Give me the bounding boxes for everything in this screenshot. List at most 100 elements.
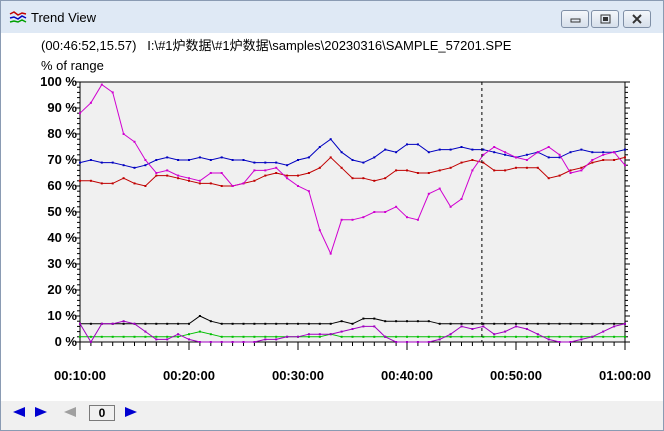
series-point-4 <box>362 335 365 338</box>
series-point-1 <box>155 174 158 177</box>
series-point-3 <box>602 322 605 325</box>
series-point-0 <box>264 161 267 164</box>
close-button[interactable] <box>623 10 651 28</box>
x-tick-label: 01:00:00 <box>598 368 652 383</box>
series-point-1 <box>133 182 136 185</box>
arrow-left-disabled-icon <box>64 407 76 417</box>
y-tick-label: 50 % <box>47 204 77 219</box>
series-point-2 <box>133 140 136 143</box>
series-point-3 <box>155 322 158 325</box>
trend-chart[interactable] <box>1 1 664 401</box>
restore-button[interactable] <box>591 10 619 28</box>
sample-counter[interactable]: 0 <box>89 405 115 421</box>
series-point-1 <box>613 159 616 161</box>
series-point-2 <box>318 229 321 232</box>
series-point-2 <box>482 153 485 156</box>
series-point-4 <box>209 333 212 336</box>
series-point-4 <box>220 335 223 338</box>
series-point-2 <box>569 172 572 174</box>
series-point-4 <box>122 335 125 338</box>
series-point-4 <box>427 335 430 338</box>
window-title: Trend View <box>31 10 97 25</box>
series-point-5 <box>569 341 572 343</box>
arrow-right-icon[interactable] <box>34 406 48 418</box>
arrow-left-icon[interactable] <box>12 406 26 418</box>
series-point-0 <box>297 159 299 161</box>
series-point-4 <box>558 335 561 338</box>
series-point-0 <box>406 143 408 146</box>
series-point-4 <box>449 335 452 338</box>
series-point-3 <box>427 320 430 323</box>
y-tick-label: 20 % <box>47 282 77 297</box>
series-point-4 <box>351 335 354 338</box>
series-point-4 <box>133 335 136 338</box>
series-point-1 <box>220 185 223 187</box>
series-point-4 <box>307 335 310 338</box>
series-point-1 <box>406 169 408 172</box>
x-tick-label: 00:20:00 <box>162 368 216 383</box>
minimize-icon <box>570 18 581 23</box>
series-point-0 <box>155 159 158 161</box>
series-point-5 <box>580 338 583 341</box>
series-point-1 <box>264 174 267 177</box>
series-point-5 <box>122 320 125 323</box>
series-point-0 <box>133 166 136 169</box>
series-point-0 <box>286 164 289 167</box>
series-point-4 <box>613 335 616 338</box>
series-point-2 <box>525 159 528 161</box>
title-bar[interactable]: Trend View <box>1 1 663 33</box>
series-point-0 <box>493 151 496 154</box>
series-point-0 <box>602 151 605 154</box>
minimize-button[interactable] <box>561 10 589 28</box>
series-point-0 <box>569 151 572 154</box>
series-point-2 <box>198 179 201 182</box>
series-point-2 <box>613 151 616 154</box>
series-point-0 <box>307 156 310 159</box>
series-point-1 <box>89 179 92 182</box>
series-point-1 <box>318 166 321 169</box>
series-point-5 <box>297 335 299 338</box>
series-point-4 <box>166 335 169 338</box>
series-point-5 <box>525 328 528 330</box>
series-point-5 <box>624 322 626 325</box>
series-point-1 <box>449 166 452 169</box>
series-point-4 <box>242 335 245 338</box>
series-point-3 <box>177 322 180 325</box>
series-point-3 <box>166 322 169 325</box>
series-point-0 <box>449 148 452 151</box>
series-point-4 <box>438 335 441 338</box>
series-point-2 <box>602 153 605 156</box>
series-point-3 <box>613 322 616 325</box>
series-point-4 <box>515 335 517 338</box>
series-point-0 <box>362 161 365 164</box>
y-tick-label: 100 % <box>40 74 77 89</box>
arrow-right-icon[interactable] <box>124 406 138 418</box>
series-point-1 <box>602 159 605 161</box>
series-point-3 <box>558 322 561 325</box>
series-point-4 <box>340 335 343 338</box>
series-point-2 <box>275 166 278 169</box>
series-point-0 <box>329 138 332 141</box>
series-point-5 <box>264 338 267 341</box>
series-point-1 <box>624 156 626 159</box>
series-point-4 <box>231 335 234 338</box>
series-point-0 <box>188 159 190 161</box>
series-point-5 <box>406 341 408 343</box>
series-point-5 <box>482 325 485 328</box>
series-point-2 <box>493 146 496 148</box>
series-point-3 <box>275 322 278 325</box>
series-point-2 <box>231 185 234 187</box>
series-point-2 <box>209 172 212 174</box>
series-point-4 <box>253 335 256 338</box>
series-point-2 <box>624 164 626 167</box>
series-point-5 <box>198 341 201 343</box>
series-point-5 <box>177 333 180 336</box>
series-point-2 <box>286 177 289 180</box>
series-point-3 <box>198 315 201 317</box>
trend-chart-icon <box>9 11 27 23</box>
series-point-5 <box>318 333 321 336</box>
series-point-3 <box>373 317 376 320</box>
series-point-5 <box>460 325 463 328</box>
series-point-4 <box>493 335 496 338</box>
series-point-3 <box>362 317 365 320</box>
